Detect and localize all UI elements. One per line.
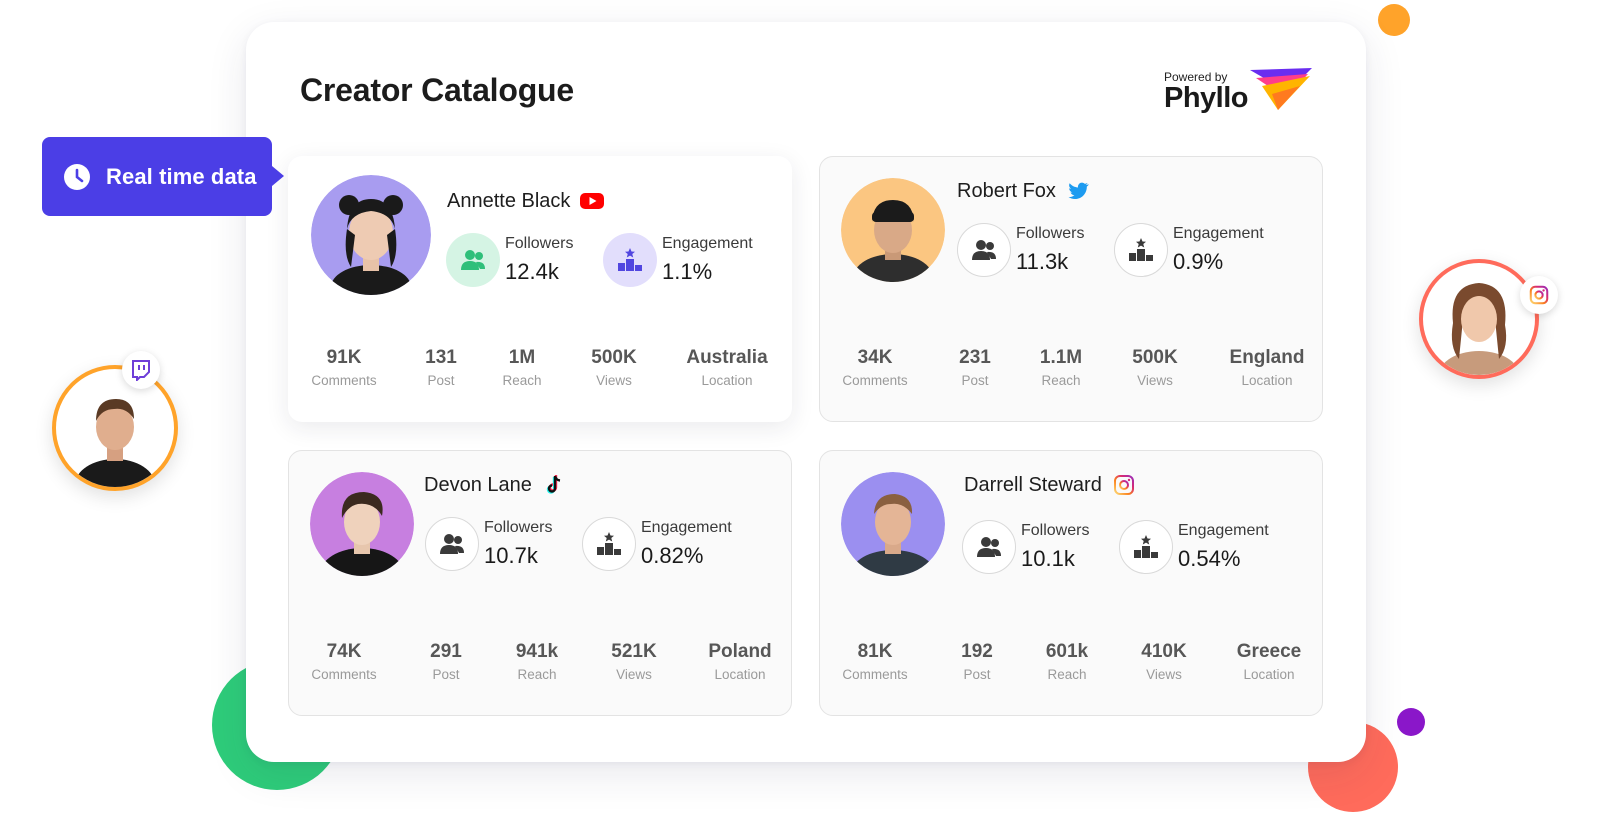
stat-posts: 192 Post [961,641,993,682]
followers-value: 11.3k [1016,249,1069,274]
twitch-icon [132,360,150,381]
followers-value: 12.4k [505,259,559,284]
clock-icon [64,163,90,190]
engagement-icon [603,233,657,287]
instagram-badge [1520,276,1558,314]
engagement-metric: Engagement 0.9% [1114,223,1264,277]
followers-label: Followers [1021,522,1090,539]
twitter-icon[interactable] [1066,179,1090,203]
stat-location: Australia Location [686,347,768,388]
followers-value: 10.7k [484,543,538,568]
stat-reach: 1.1M Reach [1039,347,1083,388]
stat-location: Poland Location [708,641,772,682]
stat-reach: 941k Reach [515,641,559,682]
decorative-orange-dot [1378,4,1410,36]
creator-avatar [841,178,945,282]
creator-card[interactable]: Annette Black Followers 12.4k Engagement… [288,156,792,422]
instagram-icon[interactable] [1112,473,1136,497]
followers-icon [962,520,1016,574]
stat-comments: 34K Comments [842,347,908,388]
stat-posts: 231 Post [959,347,991,388]
twitch-badge [122,351,160,389]
engagement-icon [1119,520,1173,574]
followers-metric: Followers 11.3k [957,223,1084,277]
followers-label: Followers [484,519,553,536]
creator-name: Annette Black [447,189,571,212]
followers-metric: Followers 12.4k [446,233,573,287]
youtube-icon[interactable] [580,189,605,213]
followers-label: Followers [505,235,574,252]
page-title: Creator Catalogue [300,72,574,108]
engagement-label: Engagement [662,235,753,252]
powered-by-label: Powered by [1164,70,1228,84]
stat-views: 500K Views [1132,347,1178,388]
engagement-metric: Engagement 0.82% [582,517,732,571]
engagement-icon [582,517,636,571]
creator-card[interactable]: Devon Lane Followers 10.7k Engagement 0. [288,450,792,716]
followers-metric: Followers 10.7k [425,517,552,571]
stat-posts: 291 Post [430,641,462,682]
engagement-value: 1.1% [662,259,713,284]
creator-name: Darrell Steward [964,473,1102,496]
real-time-data-label: Real time data [106,163,257,189]
stat-views: 500K Views [591,347,637,388]
followers-label: Followers [1016,225,1085,242]
stat-comments: 81K Comments [842,641,908,682]
followers-value: 10.1k [1021,546,1075,571]
floating-profile-twitch [52,365,178,491]
engagement-metric: Engagement 1.1% [603,233,753,287]
creator-catalogue-panel: Creator Catalogue Powered by Phyllo [246,22,1366,762]
stat-posts: 131 Post [425,347,457,388]
engagement-value: 0.54% [1178,546,1241,571]
real-time-data-badge: Real time data [42,137,284,216]
instagram-icon [1529,285,1549,305]
stat-reach: 1M Reach [502,347,542,388]
stat-location: England Location [1229,347,1305,388]
stat-views: 410K Views [1141,641,1187,682]
stat-comments: 74K Comments [311,641,377,682]
stat-views: 521K Views [611,641,657,682]
phyllo-brand: Powered by Phyllo [1164,68,1324,118]
engagement-label: Engagement [1173,225,1264,242]
creator-card[interactable]: Darrell Steward Followers 10.1k Engagem [819,450,1323,716]
brand-name: Phyllo [1164,82,1249,114]
followers-icon [957,223,1011,277]
creator-card[interactable]: Robert Fox Followers 11.3k Engagement 0.… [819,156,1323,422]
engagement-value: 0.82% [641,543,704,568]
tiktok-icon[interactable] [542,473,566,497]
stat-reach: 601k Reach [1045,641,1089,682]
phyllo-logo-icon [1250,68,1312,110]
floating-profile-instagram [1419,259,1539,379]
decorative-purple-dot [1397,708,1425,736]
engagement-label: Engagement [641,519,732,536]
engagement-value: 0.9% [1173,249,1224,274]
followers-icon [425,517,479,571]
engagement-metric: Engagement 0.54% [1119,520,1269,574]
creator-avatar [841,472,945,576]
followers-icon [446,233,500,287]
creator-avatar [311,175,431,295]
creator-name: Robert Fox [957,179,1056,202]
engagement-label: Engagement [1178,522,1269,539]
stat-location: Greece Location [1236,641,1302,682]
followers-metric: Followers 10.1k [962,520,1089,574]
creator-avatar [310,472,414,576]
stat-comments: 91K Comments [311,347,377,388]
engagement-icon [1114,223,1168,277]
creator-name: Devon Lane [424,473,532,496]
